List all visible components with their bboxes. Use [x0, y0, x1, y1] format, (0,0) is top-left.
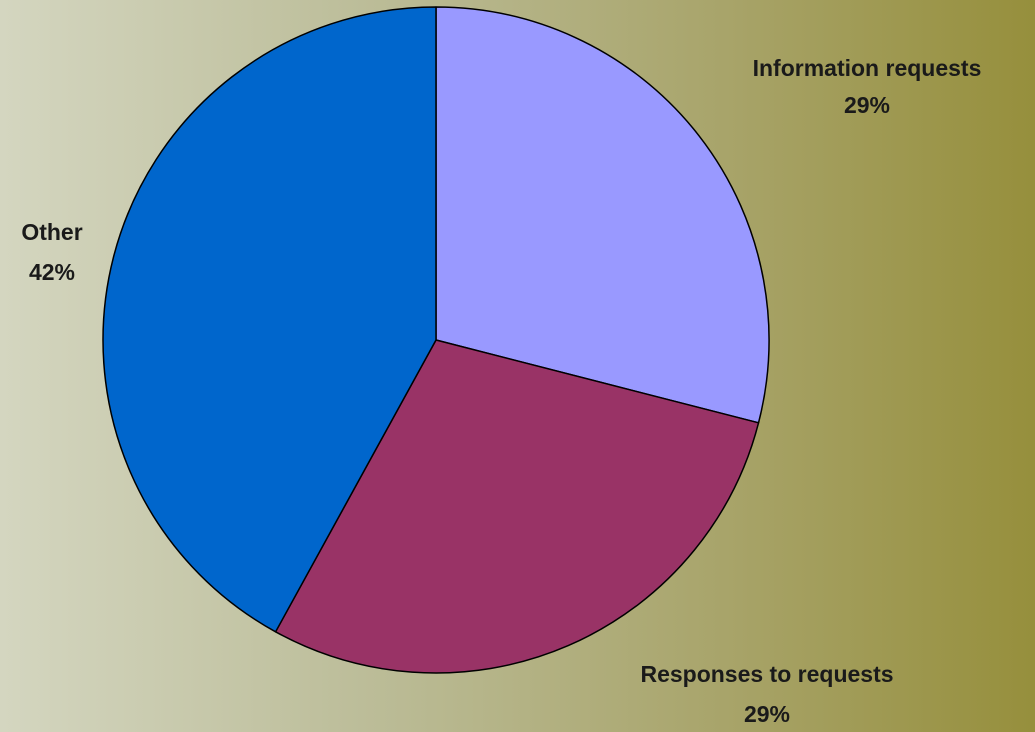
pie-labels: Information requests 29% Responses to re…	[21, 55, 981, 727]
label-other-value: 42%	[29, 259, 75, 285]
slice-responses-to-requests	[274, 339, 760, 674]
slice-other	[102, 6, 437, 633]
label-information-requests-name: Information requests	[753, 55, 982, 81]
label-information-requests-value: 29%	[844, 92, 890, 118]
pie-slices	[102, 6, 770, 674]
label-responses-to-requests-value: 29%	[744, 701, 790, 727]
slice-information-requests	[435, 6, 770, 424]
label-responses-to-requests-name: Responses to requests	[640, 661, 893, 687]
label-other-name: Other	[21, 219, 82, 245]
